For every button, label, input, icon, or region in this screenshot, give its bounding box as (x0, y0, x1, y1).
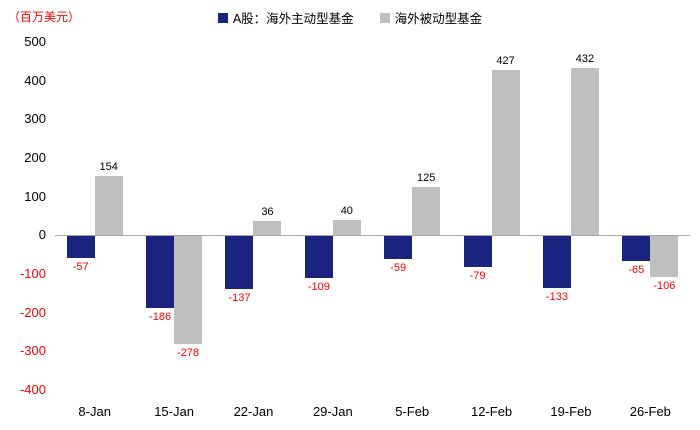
bar-passive-15-Jan (174, 236, 203, 344)
bar-active-22-Jan (225, 236, 254, 290)
y-axis-tick-label: -400 (19, 382, 46, 397)
y-axis-tick-label: -300 (19, 343, 46, 359)
bar-value-label: -186 (149, 311, 172, 324)
bar-value-label: -57 (72, 261, 89, 274)
x-axis-category-label: 15-Jan (154, 404, 194, 419)
x-axis-category-label: 19-Feb (550, 404, 592, 419)
legend-swatch-passive-funds (379, 12, 390, 23)
bar-value-label: -106 (653, 280, 676, 293)
bar-active-19-Feb (542, 236, 571, 288)
legend-label-active-funds: A股：海外主动型基金 (232, 12, 354, 26)
bar-value-label: 427 (496, 55, 515, 68)
legend-label-passive-funds: 海外被动型基金 (394, 12, 483, 26)
y-axis-tick-label: 100 (24, 188, 46, 204)
bar-value-label: -278 (177, 346, 200, 359)
x-axis-category-label: 29-Jan (312, 404, 353, 419)
bar-passive-19-Feb (570, 68, 599, 236)
y-axis-tick-label: 200 (24, 150, 46, 165)
legend-swatch-active-funds (217, 12, 228, 23)
bar-passive-22-Jan (253, 221, 282, 236)
x-axis-category-label: 5-Feb (395, 404, 430, 419)
x-axis-category-label: 8-Jan (78, 404, 111, 419)
bar-value-label: 36 (261, 206, 274, 219)
bar-active-29-Jan (304, 236, 333, 279)
bar-passive-5-Feb (412, 187, 441, 236)
bar-passive-8-Jan (94, 175, 123, 236)
y-axis-tick-label: 400 (24, 72, 46, 88)
bar-value-label: 432 (575, 53, 595, 66)
bar-value-label: -79 (469, 269, 486, 282)
x-axis-category-label: 26-Feb (629, 404, 671, 419)
y-axis-tick-label: 0 (38, 227, 46, 243)
y-axis-tick-label: -200 (19, 304, 46, 320)
y-axis-unit-label: （百万美元） (8, 10, 81, 24)
bar-active-12-Feb (463, 236, 492, 267)
bar-value-label: -133 (545, 290, 568, 303)
bar-value-label: 40 (340, 204, 353, 217)
bar-value-label: 154 (99, 160, 118, 173)
bar-passive-12-Feb (491, 70, 520, 236)
y-axis-tick-label: 300 (24, 111, 46, 127)
plot-area: -57 154 -186 -278 -137 36 -109 40 -59 125 -79 427 -1… (55, 42, 690, 390)
bar-passive-26-Feb (650, 236, 679, 278)
y-axis-tick-label: -100 (19, 266, 46, 281)
bar-value-label: 125 (417, 172, 436, 184)
bar-value-label: -109 (307, 281, 330, 294)
zero-axis-line (55, 235, 690, 237)
legend-item-active-funds: A股：海外主动型基金 (217, 8, 354, 27)
bar-value-label: -59 (390, 262, 407, 275)
bar-active-26-Feb (622, 236, 651, 262)
bar-active-15-Jan (146, 236, 175, 309)
legend-item-passive-funds: 海外被动型基金 (379, 8, 483, 27)
x-axis-category-label: 22-Jan (233, 404, 274, 419)
bar-active-5-Feb (384, 236, 413, 260)
chart-legend: A股：海外主动型基金 海外被动型基金 (0, 8, 700, 27)
y-axis-tick-label: 500 (24, 34, 46, 49)
bar-value-label: -137 (228, 292, 251, 305)
x-axis-category-label: 12-Feb (470, 404, 513, 419)
bar-value-label: -65 (628, 264, 645, 277)
bar-passive-29-Jan (332, 219, 361, 236)
bar-active-8-Jan (66, 236, 95, 259)
